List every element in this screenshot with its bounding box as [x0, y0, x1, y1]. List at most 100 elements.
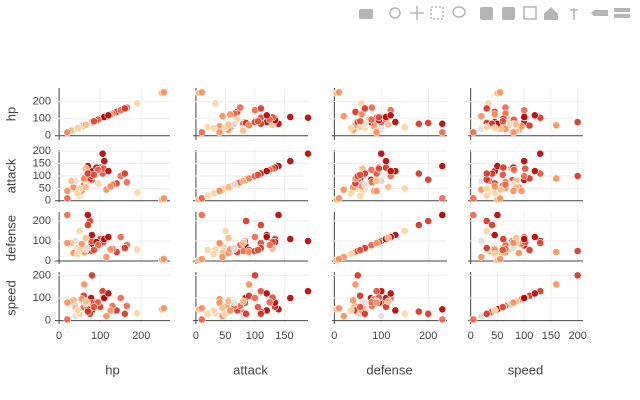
x-tick-label: 200	[132, 330, 150, 342]
point	[256, 309, 265, 318]
x-tick-label: 150	[542, 330, 560, 342]
point	[203, 309, 212, 318]
point	[116, 294, 125, 302]
y-tick-label: 200	[33, 215, 51, 227]
y-tick-label: 0	[45, 130, 51, 142]
point	[400, 184, 409, 193]
point	[83, 244, 91, 252]
zoom-icon[interactable]	[389, 7, 401, 19]
point	[375, 113, 383, 122]
point	[209, 250, 218, 258]
point	[215, 128, 224, 137]
point	[104, 167, 113, 175]
point	[63, 186, 72, 195]
point	[356, 291, 365, 300]
point	[414, 221, 423, 229]
y-tick-label: 100	[33, 170, 51, 182]
x-tick-label: 200	[568, 330, 586, 342]
point	[490, 189, 499, 198]
point	[239, 297, 248, 306]
zoom-out-icon[interactable]	[502, 7, 515, 20]
point	[116, 233, 125, 241]
point	[372, 186, 381, 195]
point	[75, 227, 84, 235]
point	[482, 217, 491, 225]
y-tick-label: 0	[45, 315, 51, 327]
point	[104, 111, 113, 120]
point	[482, 309, 491, 318]
point	[80, 280, 89, 289]
point	[339, 112, 348, 121]
point	[391, 118, 400, 126]
point	[253, 170, 262, 179]
point	[346, 250, 355, 258]
point	[499, 163, 508, 172]
point	[490, 250, 499, 258]
point	[386, 289, 395, 298]
point	[377, 149, 386, 158]
point	[520, 294, 529, 302]
hover-compare-icon[interactable]	[614, 14, 630, 18]
point	[438, 128, 447, 137]
point	[224, 120, 233, 129]
point	[67, 177, 76, 185]
point	[304, 287, 312, 296]
point	[265, 241, 274, 250]
point	[242, 217, 250, 225]
lasso-icon[interactable]	[452, 6, 466, 18]
y-tick-label: 200	[33, 145, 51, 157]
point	[104, 289, 113, 298]
point	[530, 111, 539, 120]
autoscale-icon[interactable]	[523, 6, 537, 20]
point	[414, 307, 423, 316]
point	[120, 244, 129, 252]
point	[400, 227, 409, 235]
point	[498, 117, 507, 126]
y-tick-label: 200	[33, 96, 51, 108]
point	[573, 172, 582, 180]
hover-closest-icon[interactable]	[591, 10, 608, 16]
point	[133, 309, 142, 318]
y-tick-label: 100	[33, 292, 51, 304]
spike-icon[interactable]	[570, 8, 578, 20]
point	[477, 253, 486, 261]
point	[215, 239, 224, 247]
point	[226, 110, 235, 119]
point	[490, 182, 499, 191]
point	[520, 157, 529, 166]
point	[356, 191, 365, 200]
point	[424, 217, 433, 225]
reset-icon[interactable]	[544, 7, 558, 20]
point	[63, 298, 72, 307]
point	[490, 110, 499, 119]
point	[438, 305, 447, 314]
point	[367, 103, 376, 112]
zoom-in-icon[interactable]	[480, 7, 493, 20]
point	[360, 180, 369, 189]
point	[224, 183, 233, 192]
pan-icon[interactable]	[410, 6, 424, 20]
point	[73, 250, 82, 258]
camera-icon[interactable]	[359, 9, 373, 19]
point	[469, 315, 478, 324]
point	[197, 255, 206, 263]
x-tick-label: 200	[419, 330, 437, 342]
point	[159, 255, 168, 263]
point	[265, 298, 274, 307]
point	[98, 149, 107, 158]
point	[477, 237, 486, 245]
point	[384, 297, 393, 306]
hover-compare-icon[interactable]	[614, 8, 630, 12]
x-tick-label: 0	[193, 330, 199, 342]
point	[286, 235, 295, 243]
point	[424, 175, 433, 184]
y-tick-label: 100	[33, 235, 51, 247]
point	[77, 240, 86, 248]
box-select-icon[interactable]	[430, 6, 444, 20]
point	[251, 294, 259, 302]
point	[514, 249, 523, 257]
point	[496, 185, 505, 194]
point	[346, 124, 355, 132]
point	[120, 169, 129, 178]
point	[346, 306, 355, 315]
